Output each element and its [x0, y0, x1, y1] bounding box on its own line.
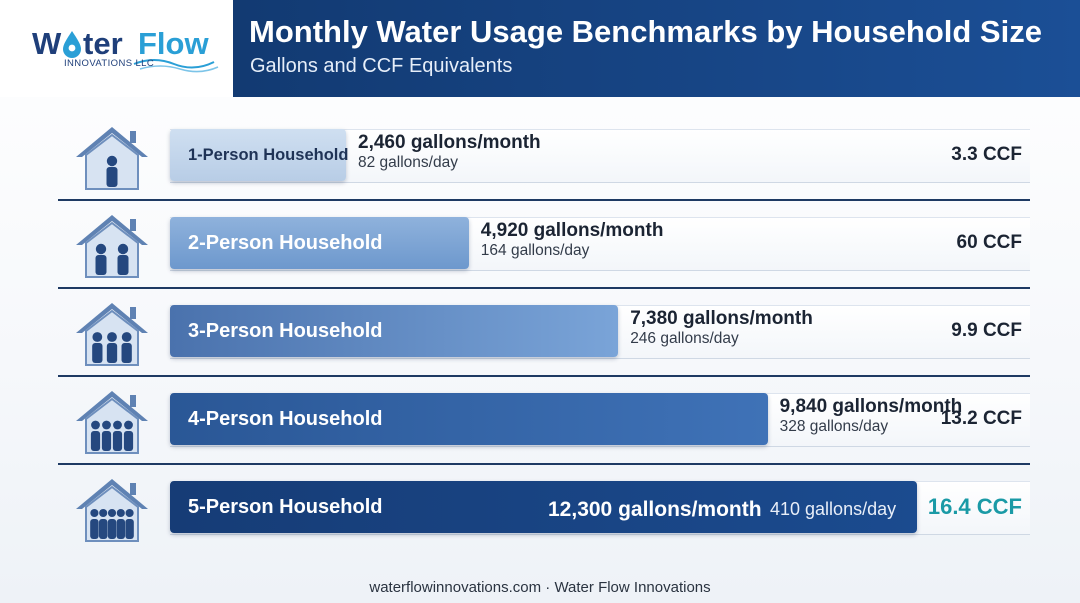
daily-gallons-label: 328 gallons/day	[779, 418, 889, 435]
daily-gallons-label: 410 gallons/day	[770, 499, 897, 519]
row-divider	[58, 199, 1030, 201]
ccf-value: 13.2 CCF	[940, 408, 1022, 429]
row-divider	[58, 375, 1030, 377]
household-row: 4-Person Household 9,840 gallons/month 328…	[58, 375, 1030, 463]
household-label: 4-Person Household	[188, 408, 383, 430]
page-title: Monthly Water Usage Benchmarks by Househ…	[249, 14, 1042, 49]
footer-text: waterflowinnovations.com · Water Flow In…	[369, 579, 711, 596]
row-divider	[58, 463, 1030, 465]
household-label: 5-Person Household	[188, 496, 383, 518]
household-label: 2-Person Household	[188, 232, 383, 254]
usage-bar: 2-Person Household	[170, 217, 469, 269]
daily-gallons-label: 164 gallons/day	[480, 242, 590, 259]
header-band: Monthly Water Usage Benchmarks by Househ…	[233, 0, 1080, 97]
monthly-gallons-label: 12,300 gallons/month	[548, 498, 762, 521]
logo-subtitle: INNOVATIONS LLC	[64, 58, 155, 69]
monthly-gallons-label: 9,840 gallons/month	[779, 396, 963, 417]
household-row: 5-Person Household 12,300 gallons/month 41…	[58, 463, 1030, 551]
daily-gallons-label: 246 gallons/day	[630, 330, 739, 347]
household-row: 2-Person Household 4,920 gallons/month 164…	[58, 199, 1030, 287]
house-4-person-icon	[70, 385, 154, 457]
household-row: 1-Person Household 2,460 gallons/month 82 …	[58, 111, 1030, 199]
ccf-value: 9.9 CCF	[951, 320, 1022, 341]
svg-text:W: W	[32, 26, 62, 61]
household-label: 3-Person Household	[188, 320, 383, 342]
usage-bar: 3-Person Household	[170, 305, 619, 357]
usage-bar: 5-Person Household	[170, 481, 917, 533]
daily-gallons-label: 82 gallons/day	[358, 154, 458, 171]
logo-graphic: W ter Flow	[32, 26, 219, 73]
household-label: 1-Person Household	[188, 146, 349, 164]
usage-bar: 4-Person Household	[170, 393, 768, 445]
row-divider	[58, 287, 1030, 289]
house-5-person-icon	[70, 473, 154, 545]
monthly-gallons-label: 7,380 gallons/month	[630, 308, 813, 329]
company-logo: W ter Flow INNOVATIONS LLC	[0, 0, 233, 97]
house-1-person-icon	[70, 121, 154, 193]
usage-bar: 1-Person Household	[170, 129, 349, 181]
household-row: 3-Person Household 7,380 gallons/month 246…	[58, 287, 1030, 375]
house-2-person-icon	[70, 209, 154, 281]
ccf-value: 3.3 CCF	[951, 144, 1022, 165]
ccf-value: 60 CCF	[956, 232, 1022, 253]
svg-text:Flow: Flow	[138, 26, 209, 61]
monthly-gallons-label: 4,920 gallons/month	[480, 220, 664, 241]
svg-text:ter: ter	[83, 26, 123, 61]
ccf-value: 16.4 CCF	[927, 494, 1022, 519]
house-3-person-icon	[70, 297, 154, 369]
monthly-gallons-label: 2,460 gallons/month	[358, 132, 541, 153]
page-subtitle: Gallons and CCF Equivalents	[250, 55, 513, 77]
